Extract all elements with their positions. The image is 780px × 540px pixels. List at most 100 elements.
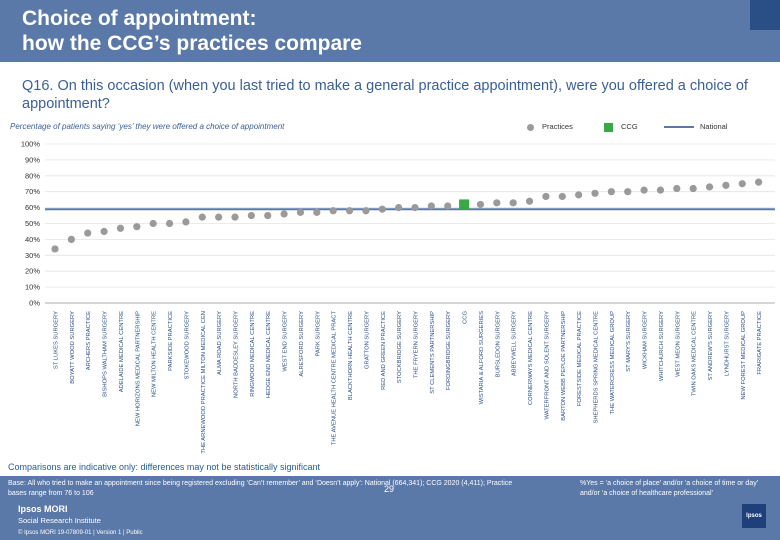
x-tick-label: LYNDHURST SURGERY bbox=[724, 311, 730, 376]
x-tick-label: ADELAIDE MEDICAL CENTRE bbox=[119, 311, 125, 392]
x-tick-label: WATERFRONT AND SOLENT SURGERY bbox=[544, 311, 550, 420]
y-tick-label: 20% bbox=[25, 267, 40, 276]
x-tick-label: NEW MILTON HEALTH CENTRE bbox=[152, 311, 158, 397]
x-tick-label: NORTH BADDESLEY SURGERY bbox=[234, 311, 240, 398]
practice-point bbox=[738, 180, 746, 188]
page-title: Choice of appointment: how the CCG’s pra… bbox=[22, 7, 362, 55]
practice-point bbox=[624, 188, 632, 196]
x-tick-label: THE FRYERN SURGERY bbox=[414, 311, 420, 378]
y-tick-label: 30% bbox=[25, 251, 40, 260]
ccg-point bbox=[459, 199, 470, 210]
practice-point bbox=[264, 211, 272, 220]
practice-point bbox=[591, 189, 599, 197]
x-tick-label: BURSLEDON SURGERY bbox=[495, 311, 501, 377]
chart-subtitle: Percentage of patients saying ‘yes’ they… bbox=[10, 122, 285, 131]
x-tick-label: RED AND GREEN PRACTICE bbox=[381, 311, 387, 390]
practice-point bbox=[509, 199, 517, 207]
legend-national: National bbox=[664, 122, 728, 131]
practice-point bbox=[362, 207, 370, 215]
x-tick-label: GRATTON SURGERY bbox=[364, 311, 370, 369]
practice-point bbox=[215, 213, 223, 221]
practice-point bbox=[575, 191, 583, 199]
y-tick-label: 10% bbox=[25, 283, 40, 292]
practice-point bbox=[493, 199, 501, 207]
legend-ccg: CCG bbox=[604, 122, 638, 132]
practice-point bbox=[247, 211, 255, 220]
x-tick-label: ST ANDREW'S SURGERY bbox=[708, 311, 714, 381]
x-tick-label: HEDGE END MEDICAL CENTRE bbox=[266, 311, 272, 398]
sri-text: Social Research Institute bbox=[18, 516, 101, 525]
ipsos-logo-text: Ipsos MORI bbox=[18, 504, 68, 514]
y-tick-label: 50% bbox=[25, 219, 40, 228]
x-tick-label: FORDINGBRIDGE SURGERY bbox=[446, 311, 452, 390]
x-tick-label: ST CLEMENTS PARTNERSHIP bbox=[430, 311, 436, 394]
practice-point bbox=[198, 213, 206, 221]
practice-point bbox=[231, 213, 239, 221]
x-tick-label: STOCKBRIDGE SURGERY bbox=[397, 311, 403, 383]
x-tick-label: RINGWOOD MEDICAL CENTRE bbox=[250, 311, 256, 397]
x-tick-label: ALRESFORD SURGERY bbox=[299, 311, 305, 377]
practice-point bbox=[329, 207, 337, 215]
legend-practices: Practices bbox=[527, 122, 573, 131]
y-tick-label: 80% bbox=[25, 171, 40, 180]
practice-point bbox=[640, 186, 648, 194]
practice-point bbox=[427, 202, 435, 210]
practice-point bbox=[296, 208, 305, 216]
y-tick-label: 70% bbox=[25, 187, 40, 196]
x-tick-label: BARTON WEBB PEPLOE PARTNERSHIP bbox=[561, 311, 567, 421]
practice-point bbox=[705, 183, 714, 191]
practice-point bbox=[345, 207, 354, 215]
base-text: Base: All who tried to make an appointme… bbox=[8, 480, 513, 497]
practice-point bbox=[100, 227, 108, 236]
practice-point bbox=[313, 208, 321, 216]
comparison-note: Comparisons are indicative only: differe… bbox=[8, 462, 320, 472]
x-tick-label: NEW HORIZONS MEDICAL PARTNERSHIP bbox=[135, 311, 141, 426]
practice-point bbox=[133, 223, 141, 231]
practice-point bbox=[395, 204, 403, 212]
header-bar: Choice of appointment: how the CCG’s pra… bbox=[0, 0, 780, 62]
practice-point bbox=[722, 181, 730, 189]
x-tick-label: WEST MEON SURGERY bbox=[675, 311, 681, 377]
x-tick-label: NEW FOREST MEDICAL GROUP bbox=[741, 311, 747, 400]
x-tick-label: THE AVENUE HEALTH CENTRE MEDICAL PRACT bbox=[332, 311, 338, 446]
definition-text: %Yes = ‘a choice of place’ and/or ‘a cho… bbox=[580, 480, 759, 497]
ccg-marker-icon bbox=[604, 122, 613, 132]
practice-point bbox=[558, 192, 566, 201]
x-tick-label: TWIN OAKS MEDICAL CENTRE bbox=[692, 311, 698, 396]
comparison-chart: 0% 10% 20% 30% 40% 50% 60% 70% 80% 90% 100% ST LUKE… bbox=[21, 140, 775, 454]
y-tick-label: 0% bbox=[29, 299, 40, 308]
practice-point bbox=[673, 184, 681, 193]
x-tick-label: STOKEWOOD SURGERY bbox=[184, 311, 190, 380]
x-tick-label: WISTARIA & ALFORD SURGERIES bbox=[479, 311, 485, 404]
practice-point bbox=[182, 218, 190, 226]
practice-point bbox=[755, 178, 763, 186]
question-text: Q16. On this occasion (when you last tri… bbox=[22, 78, 748, 112]
x-tick-label: ALMA ROAD SURGERY bbox=[217, 311, 223, 375]
x-tick-label: BOYATT WOOD SURGERY bbox=[70, 311, 76, 384]
x-tick-label: WHITCHURCH SURGERY bbox=[659, 311, 665, 381]
x-tick-label: ARCHERS PRACTICE bbox=[86, 311, 92, 370]
x-tick-label: CCG bbox=[463, 311, 469, 324]
x-tick-label: ST MARY'S SURGERY bbox=[626, 311, 632, 372]
practice-point bbox=[116, 224, 125, 232]
practice-point bbox=[84, 229, 92, 237]
x-tick-label: FRARIGATE PRACTICE bbox=[757, 311, 763, 375]
practice-point bbox=[378, 205, 386, 213]
practice-marker-icon bbox=[527, 123, 534, 131]
legend-national-label: National bbox=[700, 122, 728, 131]
x-tick-label: THE ARNEWOOD PRACTICE MILTON MEDICAL CEN bbox=[201, 311, 207, 454]
legend-ccg-label: CCG bbox=[621, 122, 638, 131]
x-tick-label: ST LUKES SURGERY bbox=[54, 311, 60, 369]
practice-point bbox=[689, 184, 697, 193]
practice-point bbox=[476, 200, 485, 209]
x-tick-label: BLACKTHORN HEALTH CENTRE bbox=[348, 311, 354, 400]
y-tick-label: 60% bbox=[25, 203, 40, 212]
x-tick-label: WICKHAM SURGERY bbox=[643, 311, 649, 369]
practice-point bbox=[67, 235, 75, 243]
practice-point bbox=[525, 197, 534, 205]
practice-point bbox=[444, 202, 452, 210]
legend-practices-label: Practices bbox=[542, 122, 573, 131]
y-tick-label: 40% bbox=[25, 235, 40, 244]
national-line-icon bbox=[664, 126, 694, 129]
practice-point bbox=[51, 245, 59, 253]
